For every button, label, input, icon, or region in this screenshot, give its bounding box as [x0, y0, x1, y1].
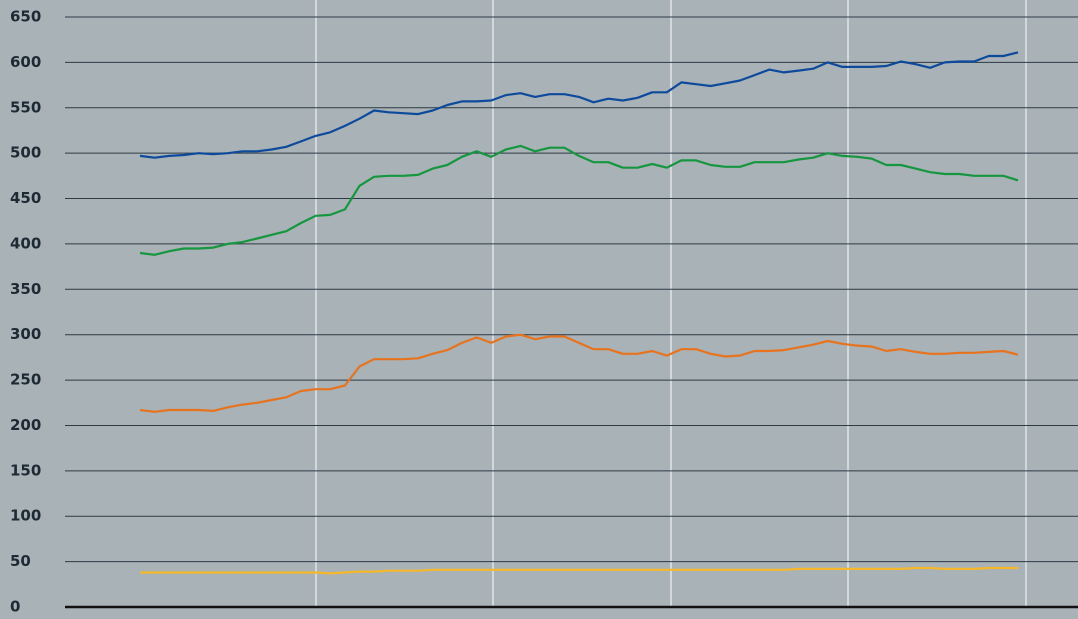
y-tick-label: 550	[10, 98, 41, 116]
y-tick-label: 300	[10, 325, 41, 343]
series-line	[139, 333, 1019, 413]
y-tick-label: 100	[10, 507, 41, 525]
y-tick-label: 450	[10, 189, 41, 207]
y-tick-label: 50	[10, 552, 31, 570]
series-line	[139, 51, 1019, 159]
y-tick-label: 400	[10, 234, 41, 252]
y-tick-label: 150	[10, 461, 41, 479]
y-tick-label: 600	[10, 53, 41, 71]
y-tick-label: 650	[10, 8, 41, 26]
y-tick-label: 350	[10, 280, 41, 298]
y-tick-label: 500	[10, 144, 41, 162]
y-tick-label: 0	[10, 598, 20, 616]
series-line	[139, 144, 1019, 256]
y-tick-label: 250	[10, 371, 41, 389]
vertical-grid	[315, 0, 1027, 607]
series-line	[140, 566, 1018, 575]
y-tick-label: 200	[10, 416, 41, 434]
